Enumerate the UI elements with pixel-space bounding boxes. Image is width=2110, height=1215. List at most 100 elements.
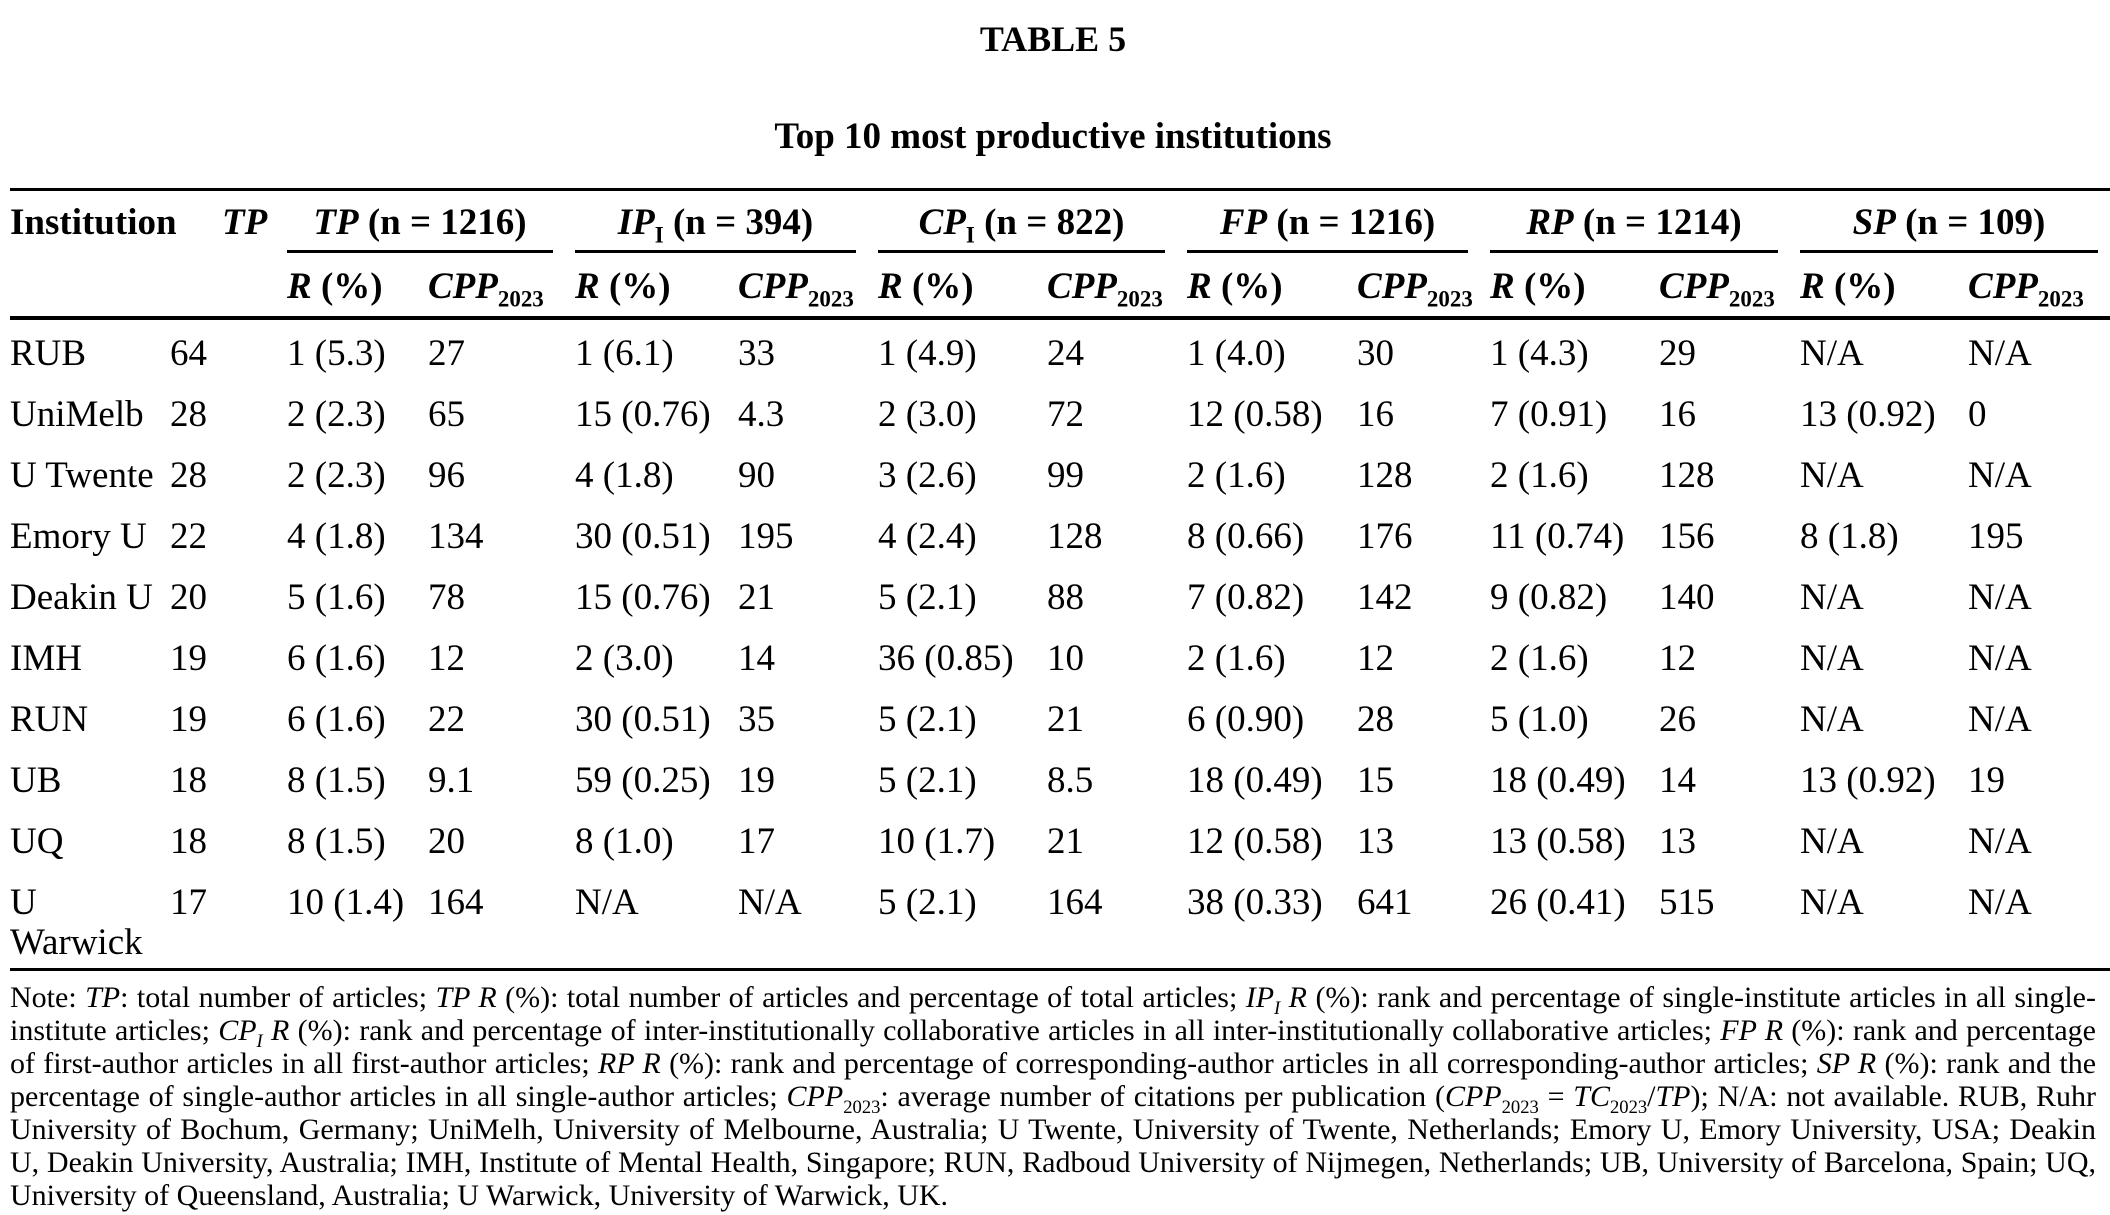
subheader-cpp: CPP2023	[428, 253, 576, 320]
value-cell: 19	[738, 760, 776, 801]
value-cell: 2 (1.6)	[1187, 455, 1286, 496]
table-row: UQ 18 8 (1.5) 20 8 (1.0) 17 10 (1.7) 21 12 (0.58…	[10, 808, 2110, 869]
institution-column-header: Institution	[10, 188, 177, 253]
table-header: Institution TP TP (n = 1216) IPI (n = 394…	[10, 188, 2110, 320]
value-cell: 16	[1357, 394, 1395, 435]
table-row: U Twente 28 2 (2.3) 96 4 (1.8) 90 3 (2.6) 99 2 (…	[10, 442, 2110, 503]
value-cell: 140	[1659, 577, 1715, 618]
value-cell: 128	[1357, 455, 1413, 496]
value-cell: 13 (0.92)	[1800, 760, 1936, 801]
value-cell: 5 (2.1)	[878, 869, 1048, 971]
table-row: IMH 19 6 (1.6) 12 2 (3.0) 14 36 (0.85) 10 2 (1.6…	[10, 625, 2110, 686]
value-cell: N/A	[1968, 638, 2032, 679]
value-cell: 164	[1047, 869, 1188, 971]
value-cell: N/A	[1800, 699, 1864, 740]
value-cell: 2 (1.6)	[1490, 455, 1589, 496]
value-cell: N/A	[1800, 455, 1864, 496]
value-cell: N/A	[575, 869, 739, 971]
value-cell: 24	[1047, 333, 1085, 374]
value-cell: 1 (4.3)	[1490, 333, 1589, 374]
value-cell: 15 (0.76)	[575, 577, 711, 618]
value-cell: 35	[738, 699, 776, 740]
value-cell: 10	[1047, 638, 1085, 679]
tp-cell: 18	[170, 821, 207, 862]
value-cell: 26	[1659, 699, 1697, 740]
value-cell: 7 (0.91)	[1490, 394, 1608, 435]
value-cell: 12 (0.58)	[1187, 394, 1323, 435]
value-cell: 9 (0.82)	[1490, 577, 1608, 618]
value-cell: 16	[1659, 394, 1697, 435]
table-row: Deakin U 20 5 (1.6) 78 15 (0.76) 21 5 (2.1) 88 7…	[10, 564, 2110, 625]
subheader-cpp: CPP2023	[1047, 253, 1188, 320]
productive-institutions-table: Institution TP TP (n = 1216) IPI (n = 394…	[10, 188, 2110, 971]
value-cell: 36 (0.85)	[878, 638, 1014, 679]
subheader-rank-percent: R (%)	[1490, 253, 1660, 320]
value-cell: 7 (0.82)	[1187, 577, 1305, 618]
value-cell: 134	[428, 516, 484, 557]
group-header-ip: IPI (n = 394)	[575, 188, 879, 253]
group-header-cp: CPI (n = 822)	[878, 188, 1188, 253]
value-cell: 12	[1357, 638, 1395, 679]
value-cell: 59 (0.25)	[575, 760, 711, 801]
value-cell: 38 (0.33)	[1187, 869, 1358, 971]
value-cell: 15 (0.76)	[575, 394, 711, 435]
value-cell: N/A	[1800, 577, 1864, 618]
institution-cell: RUN	[10, 699, 89, 740]
value-cell: 96	[428, 455, 465, 496]
table-row: Emory U 22 4 (1.8) 134 30 (0.51) 195 4 (2.4) 12…	[10, 503, 2110, 564]
value-cell: 30 (0.51)	[575, 699, 711, 740]
value-cell: 12	[428, 638, 465, 679]
value-cell: N/A	[1968, 333, 2032, 374]
value-cell: 515	[1659, 869, 1801, 971]
value-cell: 20	[428, 821, 465, 862]
subheader-cpp: CPP2023	[1659, 253, 1801, 320]
table-row: RUN 19 6 (1.6) 22 30 (0.51) 35 5 (2.1) 21 6 (0.9…	[10, 686, 2110, 747]
value-cell: 128	[1047, 516, 1103, 557]
subheader-cpp: CPP2023	[1357, 253, 1491, 320]
value-cell: 72	[1047, 394, 1085, 435]
value-cell: 164	[428, 869, 576, 971]
value-cell: 8 (1.8)	[1800, 516, 1899, 557]
value-cell: 21	[1047, 821, 1085, 862]
value-cell: 5 (1.6)	[287, 577, 386, 618]
value-cell: 13 (0.58)	[1490, 821, 1626, 862]
tp-cell: 28	[170, 455, 207, 496]
value-cell: 4 (1.8)	[575, 455, 674, 496]
subheader-cpp: CPP2023	[1968, 253, 2110, 320]
value-cell: 2 (2.3)	[287, 394, 386, 435]
value-cell: 8 (1.5)	[287, 760, 386, 801]
value-cell: 33	[738, 333, 776, 374]
value-cell: 19	[1968, 760, 2006, 801]
value-cell: N/A	[1968, 821, 2032, 862]
value-cell: 18 (0.49)	[1490, 760, 1626, 801]
value-cell: 2 (3.0)	[575, 638, 674, 679]
institution-cell: IMH	[10, 638, 82, 679]
tp-cell: 17	[170, 869, 287, 971]
value-cell: 2 (1.6)	[1490, 638, 1589, 679]
value-cell: 88	[1047, 577, 1085, 618]
value-cell: N/A	[1968, 869, 2110, 971]
value-cell: 2 (2.3)	[287, 455, 386, 496]
value-cell: 4 (2.4)	[878, 516, 977, 557]
value-cell: 99	[1047, 455, 1085, 496]
value-cell: 1 (4.0)	[1187, 333, 1286, 374]
value-cell: 142	[1357, 577, 1413, 618]
value-cell: 13 (0.92)	[1800, 394, 1936, 435]
value-cell: 21	[738, 577, 776, 618]
institution-cell: UQ	[10, 821, 64, 862]
subheader-rank-percent: R (%)	[575, 253, 739, 320]
value-cell: 1 (4.9)	[878, 333, 977, 374]
value-cell: 17	[738, 821, 776, 862]
value-cell: 8 (1.0)	[575, 821, 674, 862]
value-cell: 5 (2.1)	[878, 760, 977, 801]
value-cell: 128	[1659, 455, 1715, 496]
value-cell: N/A	[1800, 821, 1864, 862]
value-cell: 21	[1047, 699, 1085, 740]
value-cell: 6 (0.90)	[1187, 699, 1305, 740]
tp-column-header: TP	[170, 188, 287, 253]
value-cell: 8.5	[1047, 760, 1094, 801]
value-cell: 6 (1.6)	[287, 638, 386, 679]
subheader-rank-percent: R (%)	[1187, 253, 1358, 320]
institution-cell: Emory U	[10, 516, 147, 557]
